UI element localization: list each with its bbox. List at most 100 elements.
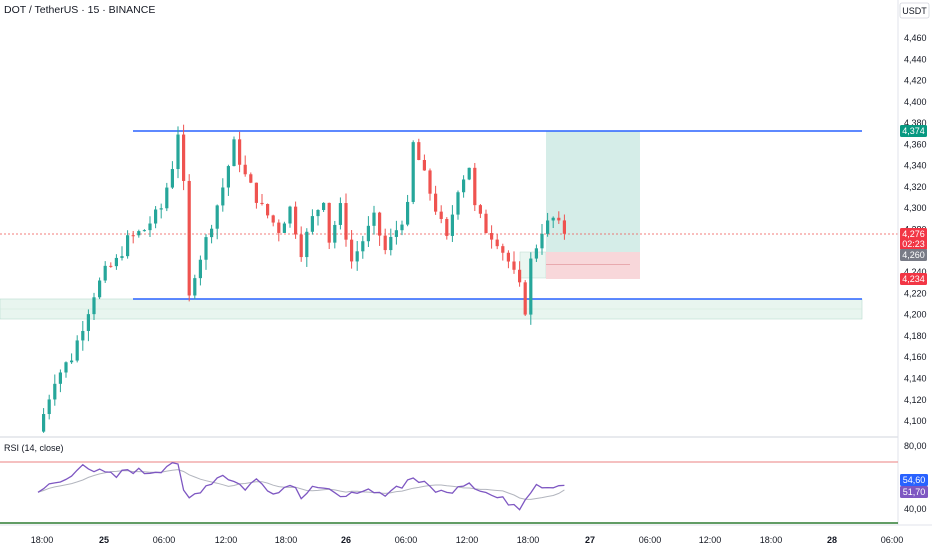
candle-up xyxy=(372,212,376,226)
price-axis-label: 4,420 xyxy=(904,76,927,86)
candle-up xyxy=(400,224,404,231)
candle-up xyxy=(534,248,538,259)
time-axis[interactable]: 18:00 25 06:00 12:00 18:00 26 06:00 12:00 18:00 2… xyxy=(31,535,904,545)
currency-label: USDT xyxy=(902,6,927,16)
candle-up xyxy=(75,340,79,361)
candle-up xyxy=(58,372,62,384)
stop-zone-inner xyxy=(546,264,630,265)
svg-text:4,260: 4,260 xyxy=(902,250,925,260)
candle-up xyxy=(406,201,410,225)
candle-up xyxy=(103,265,107,281)
price-axis-label: 4,460 xyxy=(904,33,927,43)
time-axis-label: 06:00 xyxy=(395,535,418,545)
target-zone xyxy=(546,131,640,252)
price-axis-label: 4,320 xyxy=(904,182,927,192)
candle-down xyxy=(506,252,510,262)
candle-up xyxy=(361,241,365,252)
candle-up xyxy=(81,330,85,341)
candle-up xyxy=(148,223,152,231)
candle-up xyxy=(120,256,124,258)
candle-up xyxy=(467,167,471,180)
time-axis-label: 18:00 xyxy=(31,535,54,545)
candle-up xyxy=(529,258,533,315)
time-axis-label: 25 xyxy=(99,535,109,545)
candle-up xyxy=(333,224,337,243)
candle-up xyxy=(204,237,208,260)
candle-down xyxy=(327,202,331,243)
candle-down xyxy=(445,218,449,236)
candle-up xyxy=(316,210,320,217)
chart-title[interactable]: DOT / TetherUS · 15 · BINANCE xyxy=(4,4,155,16)
time-axis-label: 06:00 xyxy=(639,535,662,545)
price-axis-label: 4,120 xyxy=(904,395,927,405)
svg-text:4,234: 4,234 xyxy=(902,274,925,284)
time-axis-label: 18:00 xyxy=(760,535,783,545)
candle-down xyxy=(439,211,443,219)
candle-down xyxy=(495,239,499,247)
candle-up xyxy=(137,231,141,236)
svg-text:4,374: 4,374 xyxy=(902,126,925,136)
currency-button[interactable]: USDT xyxy=(899,2,930,19)
price-axis-label: 4,180 xyxy=(904,331,927,341)
candle-down xyxy=(518,269,522,283)
svg-text:54,60: 54,60 xyxy=(903,475,926,485)
rsi-ma-value-tag: 51,70 xyxy=(900,486,928,498)
candle-down xyxy=(249,174,253,183)
rsi-axis-label-80: 80,00 xyxy=(904,441,927,451)
candle-up xyxy=(389,236,393,251)
candle-down xyxy=(484,213,488,234)
price-axis-label: 4,440 xyxy=(904,54,927,64)
time-axis-label: 18:00 xyxy=(275,535,298,545)
stop-zone xyxy=(546,252,640,279)
price-axis-label: 4,360 xyxy=(904,139,927,149)
candle-down xyxy=(434,193,438,212)
rsi-title[interactable]: RSI (14, close) xyxy=(4,443,64,453)
candle-down xyxy=(501,246,505,253)
candle-up xyxy=(310,216,314,232)
candle-up xyxy=(165,187,169,209)
candle-up xyxy=(47,399,51,415)
range-top-tag: 4,374 xyxy=(900,125,927,137)
price-axis-label: 4,400 xyxy=(904,97,927,107)
rsi-ma-line xyxy=(37,469,565,500)
candle-down xyxy=(473,167,477,206)
candle-down xyxy=(294,206,298,235)
candle-up xyxy=(215,205,219,229)
time-axis-label: 06:00 xyxy=(881,535,904,545)
stop-price-tag: 4,234 xyxy=(900,273,927,285)
candle-up xyxy=(126,235,130,257)
entry-zone xyxy=(519,251,547,279)
candle-up xyxy=(114,257,118,267)
candle-up xyxy=(42,414,46,432)
candle-down xyxy=(557,217,561,221)
candle-up xyxy=(176,134,180,170)
candle-up xyxy=(462,179,466,193)
candle-down xyxy=(478,205,482,214)
price-axis-label: 4,100 xyxy=(904,416,927,426)
candle-down xyxy=(187,180,191,296)
candle-up xyxy=(70,360,74,363)
svg-text:51,70: 51,70 xyxy=(903,487,926,497)
candle-up xyxy=(198,259,202,279)
candle-up xyxy=(394,230,398,237)
current-price-tag: 4,276 02:23 xyxy=(900,228,927,250)
candle-down xyxy=(277,222,281,233)
price-axis-label: 4,300 xyxy=(904,203,927,213)
candle-down xyxy=(523,282,527,315)
candle-up xyxy=(355,251,359,262)
entry-price-tag: 4,260 xyxy=(900,249,927,261)
price-axis-label: 4,200 xyxy=(904,310,927,320)
candle-up xyxy=(450,214,454,236)
candle-up xyxy=(288,206,292,224)
time-axis-label: 27 xyxy=(585,535,595,545)
price-axis-label: 4,380 xyxy=(904,118,927,128)
candle-down xyxy=(383,235,387,251)
candle-down xyxy=(512,261,516,270)
candle-up xyxy=(170,169,174,188)
candle-up xyxy=(551,217,555,221)
candle-up xyxy=(282,223,286,233)
candle-up xyxy=(142,230,146,232)
candle-down xyxy=(254,182,258,203)
